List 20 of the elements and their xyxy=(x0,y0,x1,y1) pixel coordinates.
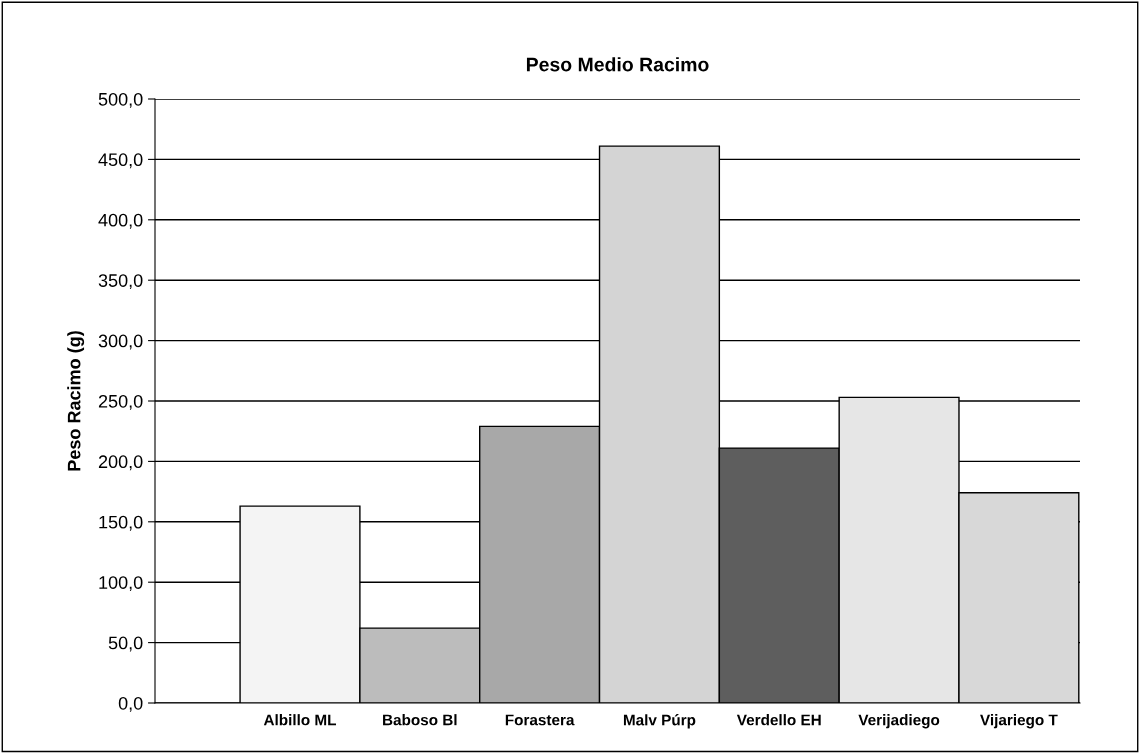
y-axis-title: Peso Racimo (g) xyxy=(67,331,85,471)
x-tick-label: Baboso Bl xyxy=(383,714,457,726)
y-tick-label: 200,0 xyxy=(98,455,143,471)
y-tick-label: 100,0 xyxy=(99,576,143,592)
chart-title: Peso Medio Racimo xyxy=(526,57,709,72)
x-tick-label: Albillo ML xyxy=(263,714,336,726)
x-tick-label: Malv Púrp xyxy=(623,714,696,729)
y-tick-label: 150,0 xyxy=(99,515,143,531)
x-tick-label: Verdello EH xyxy=(736,714,821,726)
y-tick-label: 0,0 xyxy=(118,696,143,712)
y-tick-label: 350,0 xyxy=(98,274,143,290)
y-tick-label: 400,0 xyxy=(98,213,143,229)
x-tick-label: Verijadiego xyxy=(858,714,940,729)
y-tick-label: 250,0 xyxy=(98,394,143,410)
x-tick-label: Forastera xyxy=(505,714,575,726)
y-tick-label: 450,0 xyxy=(98,153,143,169)
x-tick-label: Vijariego T xyxy=(980,714,1058,729)
y-tick-label: 50,0 xyxy=(108,636,143,652)
y-tick-label: 500,0 xyxy=(98,92,143,108)
y-tick-label: 300,0 xyxy=(98,334,143,350)
